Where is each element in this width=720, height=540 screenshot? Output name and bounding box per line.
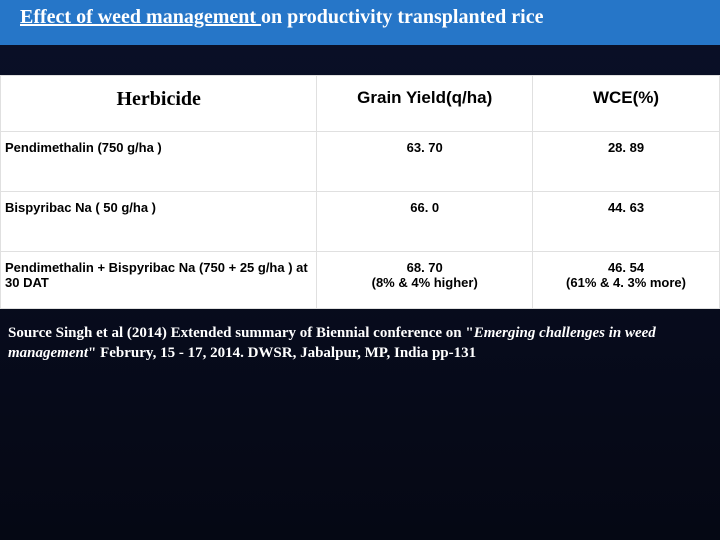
title-bar: Effect of weed management on productivit… — [0, 0, 720, 45]
cell-herbicide: Pendimethalin + Bispyribac Na (750 + 25 … — [1, 252, 317, 309]
col-header-yield: Grain Yield(q/ha) — [317, 76, 533, 132]
cell-wce: 44. 63 — [533, 192, 720, 252]
cell-yield-main: 68. 70 — [407, 260, 443, 275]
source-pre: Source Singh et al (2014) Extended summa… — [8, 325, 474, 341]
cell-wce: 46. 54 (61% & 4. 3% more) — [533, 252, 720, 309]
table-header-row: Herbicide Grain Yield(q/ha) WCE(%) — [1, 76, 720, 132]
title-rest: on productivity transplanted rice — [261, 6, 543, 28]
table-row: Pendimethalin (750 g/ha ) 63. 70 28. 89 — [1, 132, 720, 192]
cell-yield: 63. 70 — [317, 132, 533, 192]
source-post: " Februry, 15 - 17, 2014. DWSR, Jabalpur… — [88, 345, 476, 361]
title-underlined: Effect of weed management — [20, 6, 261, 28]
cell-wce-main: 46. 54 — [608, 260, 644, 275]
cell-wce: 28. 89 — [533, 132, 720, 192]
col-header-herbicide: Herbicide — [1, 76, 317, 132]
table-row: Bispyribac Na ( 50 g/ha ) 66. 0 44. 63 — [1, 192, 720, 252]
col-header-wce: WCE(%) — [533, 76, 720, 132]
cell-herbicide: Pendimethalin (750 g/ha ) — [1, 132, 317, 192]
cell-herbicide: Bispyribac Na ( 50 g/ha ) — [1, 192, 317, 252]
cell-yield: 68. 70 (8% & 4% higher) — [317, 252, 533, 309]
cell-yield-sub: (8% & 4% higher) — [325, 275, 524, 290]
cell-wce-sub: (61% & 4. 3% more) — [541, 275, 711, 290]
table-container: Herbicide Grain Yield(q/ha) WCE(%) Pendi… — [0, 75, 720, 309]
table-row: Pendimethalin + Bispyribac Na (750 + 25 … — [1, 252, 720, 309]
source-citation: Source Singh et al (2014) Extended summa… — [0, 309, 720, 364]
data-table: Herbicide Grain Yield(q/ha) WCE(%) Pendi… — [0, 75, 720, 309]
cell-yield: 66. 0 — [317, 192, 533, 252]
